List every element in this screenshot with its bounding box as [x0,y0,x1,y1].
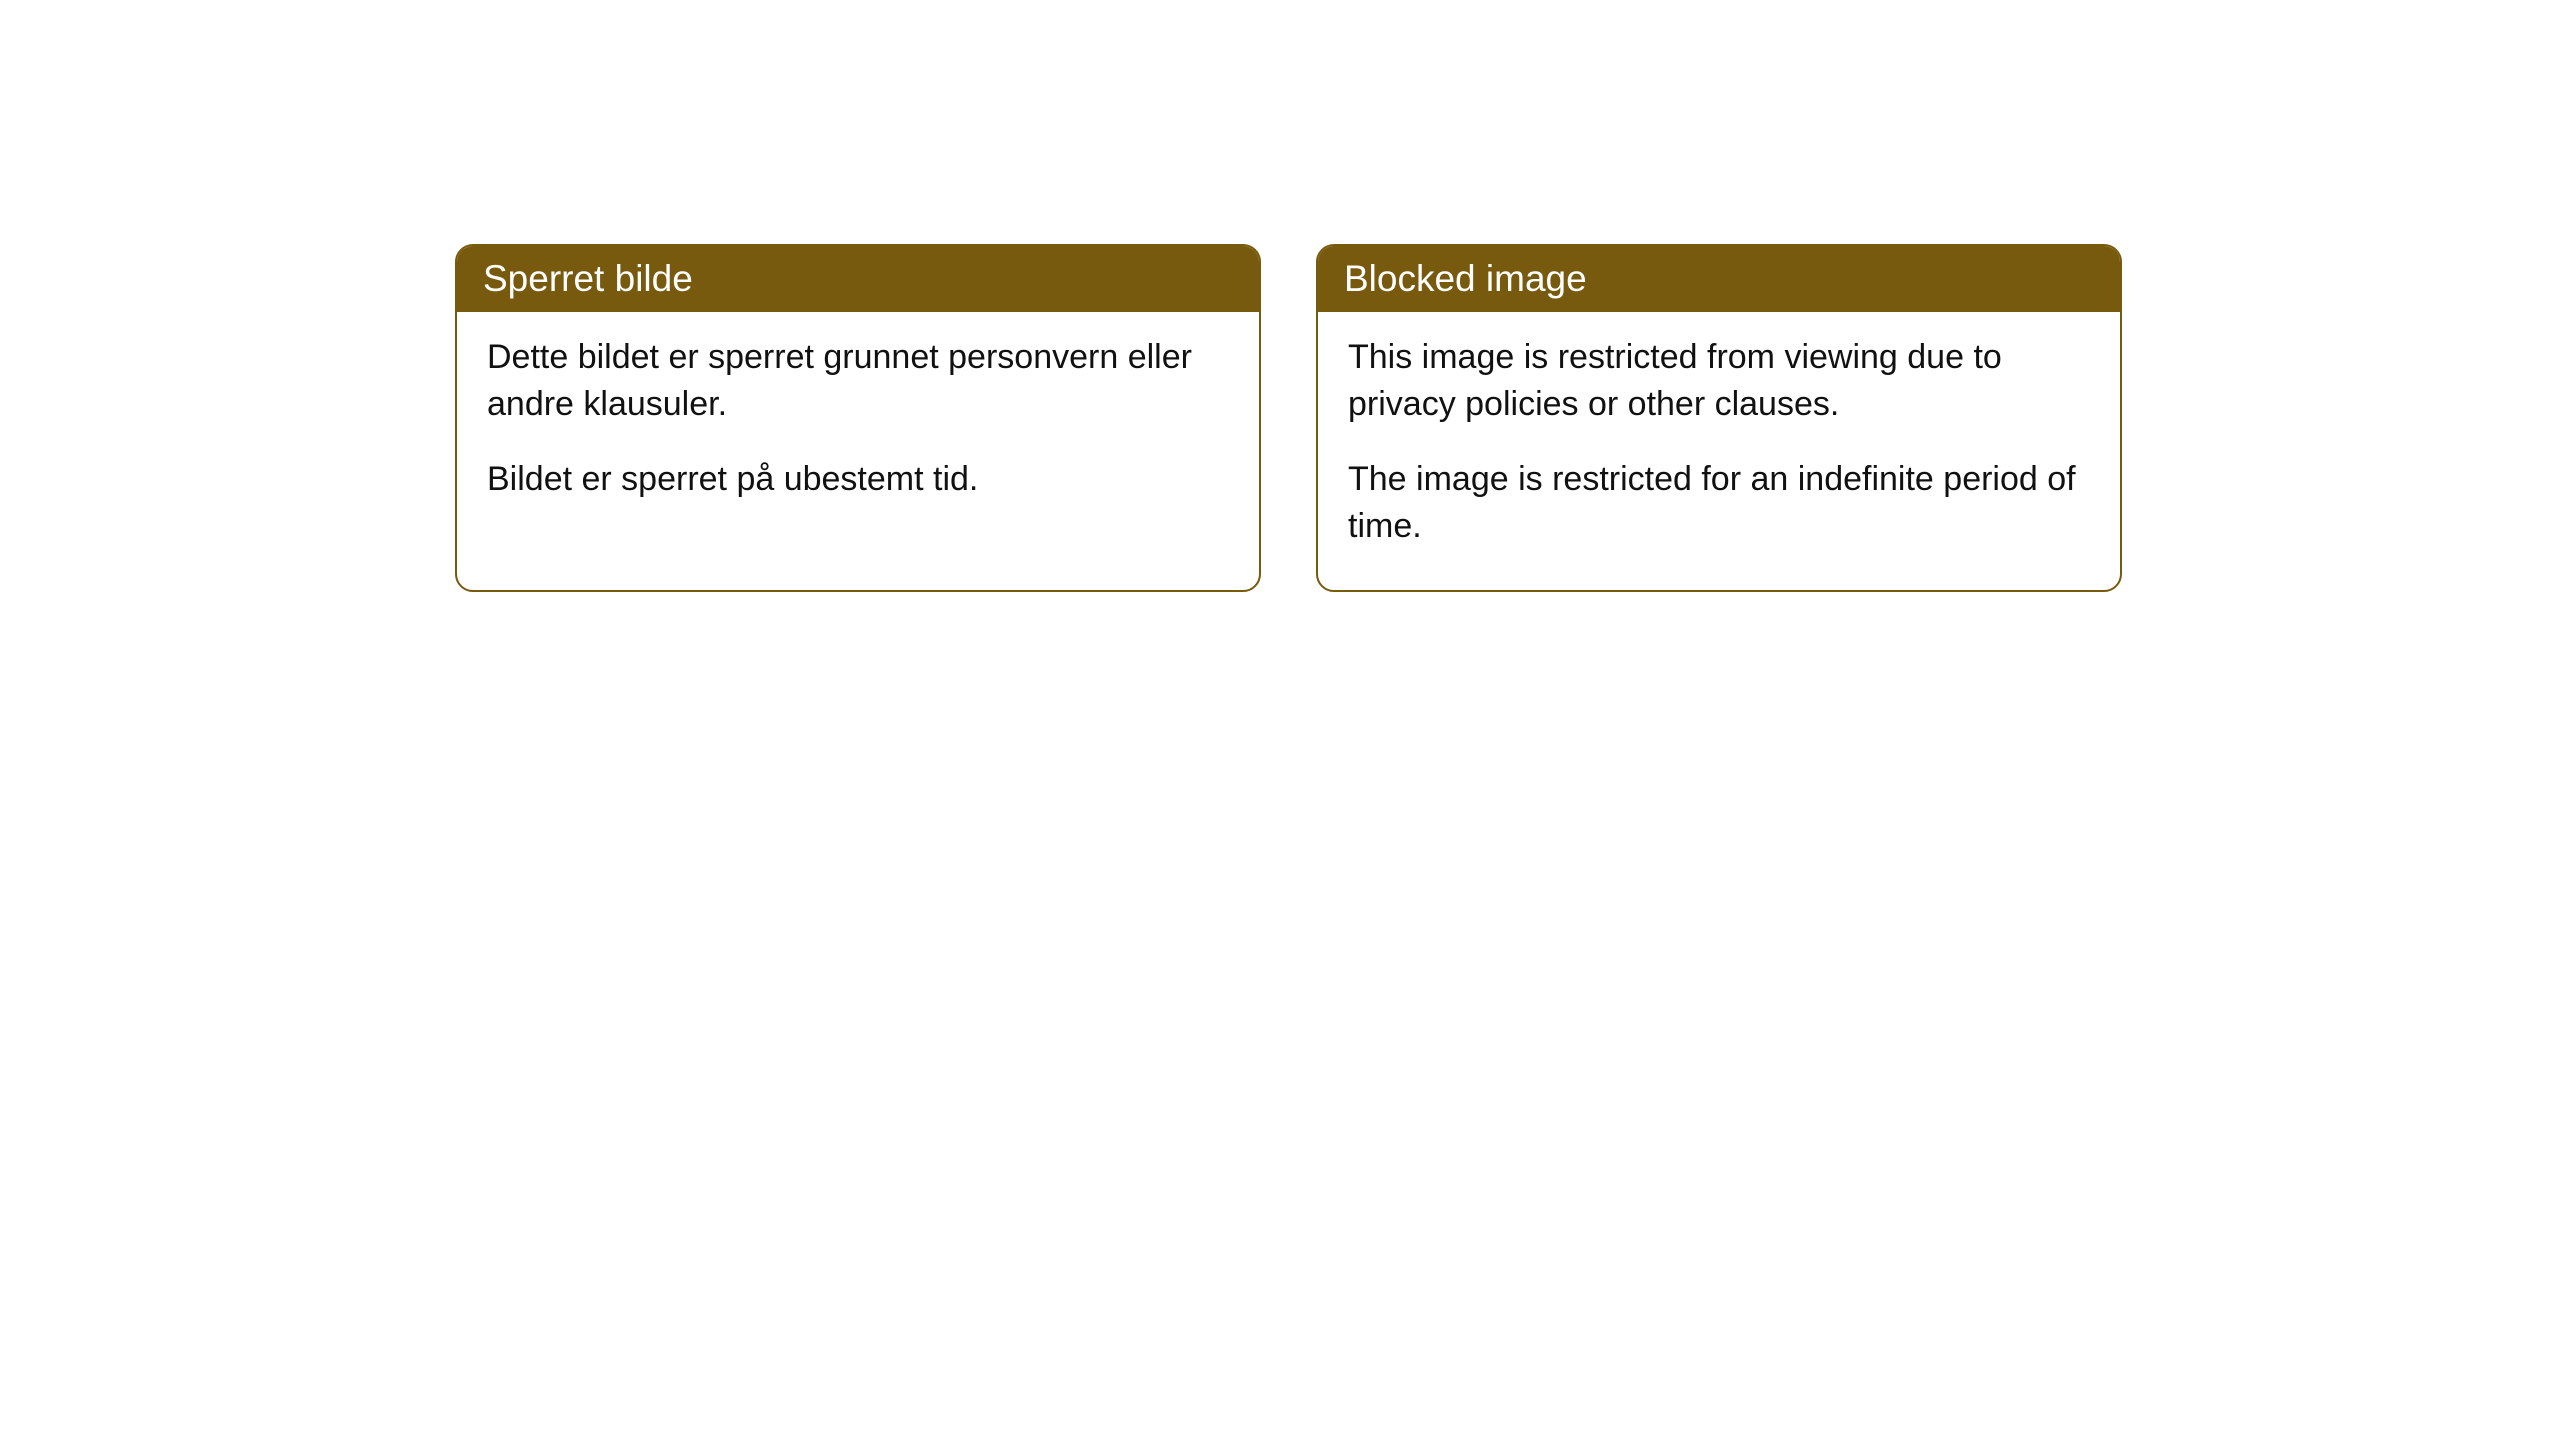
notice-card-norwegian: Sperret bilde Dette bildet er sperret gr… [455,244,1261,592]
notice-body-english: This image is restricted from viewing du… [1318,312,2120,590]
notice-paragraph-1-english: This image is restricted from viewing du… [1348,334,2090,428]
notice-paragraph-2-norwegian: Bildet er sperret på ubestemt tid. [487,456,1229,503]
notice-card-english: Blocked image This image is restricted f… [1316,244,2122,592]
notice-title-norwegian: Sperret bilde [457,246,1259,312]
notice-title-english: Blocked image [1318,246,2120,312]
notice-body-norwegian: Dette bildet er sperret grunnet personve… [457,312,1259,543]
notice-paragraph-1-norwegian: Dette bildet er sperret grunnet personve… [487,334,1229,428]
notice-paragraph-2-english: The image is restricted for an indefinit… [1348,456,2090,550]
notice-container: Sperret bilde Dette bildet er sperret gr… [0,0,2560,592]
